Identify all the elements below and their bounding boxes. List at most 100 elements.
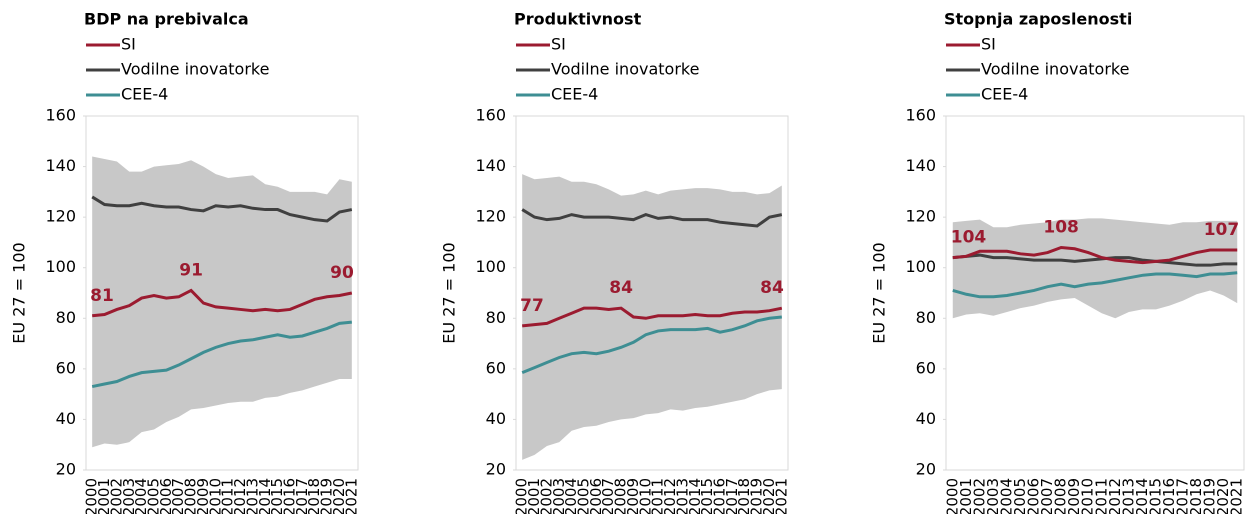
x-tick-label: 2018 [735, 478, 753, 514]
data-label: 77 [520, 296, 544, 316]
data-label: 81 [90, 286, 114, 306]
range-band [92, 156, 352, 448]
x-tick-label: 2021 [1228, 478, 1246, 514]
x-tick-label: 2008 [1052, 478, 1070, 514]
x-tick-label: 2007 [1038, 478, 1056, 514]
x-tick-label: 2007 [599, 478, 617, 514]
data-label: 108 [1043, 217, 1079, 237]
x-tick-label: 2006 [587, 478, 605, 514]
x-tick-label: 2006 [157, 478, 175, 514]
x-tick-label: 2015 [698, 478, 716, 514]
x-tick-label: 2009 [624, 478, 642, 514]
range-band [952, 218, 1238, 319]
x-tick-label: 2006 [1025, 478, 1043, 514]
x-tick-label: 2008 [182, 478, 200, 514]
series-line [91, 195, 353, 223]
x-tick-label: 2014 [256, 478, 274, 514]
y-tick-label: 20 [486, 460, 506, 479]
x-tick-label: 2017 [1174, 478, 1192, 514]
x-tick-label: 2002 [537, 478, 555, 514]
y-axis-label: EU 27 = 100 [440, 242, 459, 343]
x-tick-label: 2017 [293, 478, 311, 514]
legend-label: SI [121, 35, 136, 54]
data-label: 107 [1204, 220, 1240, 240]
y-tick-label: 80 [916, 308, 936, 327]
y-tick-label: 60 [486, 358, 506, 377]
x-tick-label: 2007 [169, 478, 187, 514]
series-line [952, 253, 1238, 267]
y-tick-label: 120 [45, 207, 76, 226]
data-label: 90 [330, 263, 354, 283]
x-tick-label: 2000 [513, 478, 531, 514]
data-label: 84 [760, 278, 784, 298]
x-tick-label: 2011 [649, 478, 667, 514]
chart-title: Produktivnost [514, 10, 642, 29]
plot-area [515, 115, 789, 471]
x-tick-label: 2013 [1119, 478, 1137, 514]
series-line [521, 208, 783, 228]
x-tick-label: 2005 [145, 478, 163, 514]
x-tick-label: 2012 [1106, 478, 1124, 514]
x-tick-label: 2003 [550, 478, 568, 514]
x-tick-label: 2010 [206, 478, 224, 514]
x-tick-label: 2001 [95, 478, 113, 514]
y-tick-label: 160 [475, 106, 506, 125]
series-line [522, 306, 783, 328]
x-tick-label: 2004 [997, 478, 1015, 514]
y-tick-label: 160 [45, 106, 76, 125]
x-tick-label: 2001 [957, 478, 975, 514]
x-tick-label: 2000 [83, 478, 101, 514]
y-tick-label: 100 [905, 257, 936, 276]
y-tick-label: 20 [916, 460, 936, 479]
x-tick-label: 2012 [231, 478, 249, 514]
x-tick-label: 2005 [1011, 478, 1029, 514]
plot-area [85, 115, 359, 471]
data-label: 104 [951, 228, 987, 248]
y-tick-label: 160 [905, 106, 936, 125]
legend-label: SI [551, 35, 566, 54]
x-tick-label: 2021 [772, 478, 790, 514]
x-tick-label: 2003 [120, 478, 138, 514]
y-tick-label: 120 [905, 207, 936, 226]
data-label: 91 [179, 260, 203, 280]
legend-label: CEE-4 [121, 85, 168, 104]
legend-label: CEE-4 [981, 85, 1028, 104]
x-tick-label: 2019 [748, 478, 766, 514]
y-tick-label: 40 [486, 409, 506, 428]
x-tick-label: 2013 [243, 478, 261, 514]
y-tick-label: 60 [56, 358, 76, 377]
y-axis-label: EU 27 = 100 [870, 242, 889, 343]
y-axis-label: EU 27 = 100 [10, 242, 29, 343]
x-tick-label: 2001 [525, 478, 543, 514]
x-tick-label: 2008 [612, 478, 630, 514]
y-tick-label: 80 [486, 308, 506, 327]
x-tick-label: 2012 [661, 478, 679, 514]
x-tick-label: 2009 [194, 478, 212, 514]
x-tick-label: 2004 [562, 478, 580, 514]
x-tick-label: 2010 [1079, 478, 1097, 514]
x-tick-label: 2015 [1146, 478, 1164, 514]
series-line [92, 288, 353, 318]
x-tick-label: 2020 [1214, 478, 1232, 514]
y-tick-label: 40 [916, 409, 936, 428]
x-tick-label: 2021 [342, 478, 360, 514]
x-tick-label: 2013 [673, 478, 691, 514]
chart-title: Stopnja zaposlenosti [944, 10, 1132, 29]
y-tick-label: 140 [45, 156, 76, 175]
x-tick-label: 2018 [1187, 478, 1205, 514]
x-tick-label: 2016 [711, 478, 729, 514]
x-tick-label: 2020 [330, 478, 348, 514]
x-tick-label: 2019 [1201, 478, 1219, 514]
y-tick-label: 100 [45, 257, 76, 276]
y-tick-label: 60 [916, 358, 936, 377]
data-label: 84 [609, 278, 633, 298]
x-tick-label: 2014 [1133, 478, 1151, 514]
x-tick-label: 2016 [1160, 478, 1178, 514]
x-tick-label: 2016 [281, 478, 299, 514]
x-tick-label: 2017 [723, 478, 741, 514]
x-tick-label: 2010 [636, 478, 654, 514]
x-tick-label: 2000 [943, 478, 961, 514]
x-tick-label: 2020 [760, 478, 778, 514]
x-tick-label: 2018 [305, 478, 323, 514]
